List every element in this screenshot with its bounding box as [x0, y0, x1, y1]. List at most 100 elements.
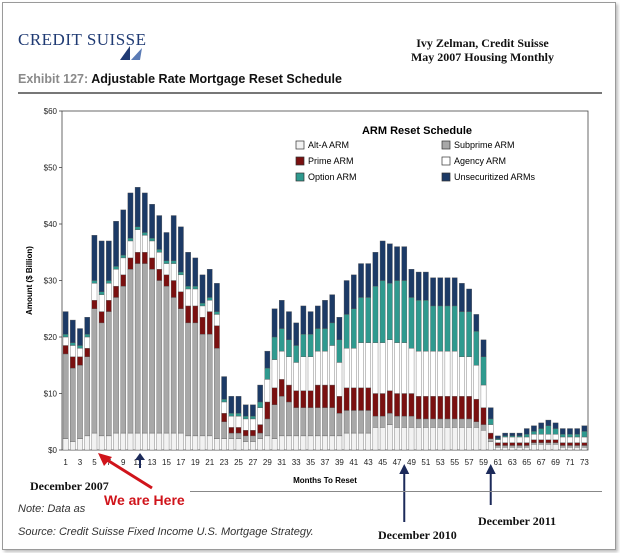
- bar-segment-agency: [228, 415, 235, 428]
- bar-segment-subprime: [480, 424, 487, 431]
- bar-segment-agency: [84, 336, 90, 349]
- bar-segment-prime: [156, 269, 163, 281]
- bar-segment-subprime: [91, 308, 98, 434]
- bar-segment-unsecuritized: [322, 300, 328, 329]
- bar-segment-alt_a: [516, 446, 523, 451]
- bar-segment-option: [379, 280, 386, 343]
- bar-segment-agency: [387, 339, 393, 391]
- bar-segment-agency: [379, 342, 386, 394]
- bar-segment-prime: [523, 442, 530, 446]
- bar-segment-agency: [315, 350, 321, 386]
- bar-segment-unsecuritized: [293, 322, 299, 346]
- bar-segment-subprime: [560, 445, 566, 448]
- bar-segment-subprime: [351, 410, 357, 434]
- bar-segment-subprime: [142, 263, 148, 434]
- attribution: Ivy Zelman, Credit Suisse May 2007 Housi…: [411, 36, 554, 64]
- bar-segment-alt_a: [127, 432, 134, 451]
- bar-segment-subprime: [120, 285, 127, 434]
- x-tick-label: 47: [393, 458, 402, 467]
- bar-segment-prime: [91, 300, 98, 309]
- bar-segment-prime: [185, 305, 191, 324]
- bar-segment-prime: [336, 396, 343, 414]
- bar-segment-prime: [106, 300, 112, 312]
- x-tick-label: 45: [378, 458, 387, 467]
- bar-segment-alt_a: [351, 432, 357, 451]
- bar-segment-agency: [221, 401, 227, 414]
- bar-segment-option: [372, 285, 379, 343]
- bar-segment-agency: [351, 348, 357, 389]
- bar-segment-prime: [300, 390, 307, 408]
- legend-label: Unsecuritized ARMs: [454, 172, 536, 182]
- bar-segment-subprime: [523, 445, 530, 448]
- x-tick-label: 43: [364, 458, 373, 467]
- bar-segment-subprime: [235, 432, 242, 439]
- bar-segment-agency: [250, 418, 256, 431]
- bar-segment-alt_a: [581, 446, 588, 451]
- bar-segment-prime: [315, 384, 321, 408]
- december-2010-arrowhead: [399, 464, 410, 474]
- bar-segment-option: [415, 300, 422, 352]
- bar-segment-option: [343, 314, 350, 349]
- legend-label: Agency ARM: [454, 156, 506, 166]
- bar-segment-option: [192, 285, 199, 290]
- bar-segment-prime: [98, 311, 105, 324]
- attribution-author: Ivy Zelman, Credit Suisse: [416, 36, 549, 50]
- bar-segment-subprime: [437, 418, 444, 428]
- bar-segment-unsecuritized: [560, 428, 566, 435]
- bar-segment-prime: [242, 430, 249, 437]
- exhibit-title: Adjustable Rate Mortgage Reset Schedule: [91, 72, 342, 86]
- bar-segment-prime: [134, 252, 141, 264]
- bar-segment-alt_a: [531, 444, 537, 451]
- bar-segment-subprime: [552, 442, 559, 445]
- bar-segment-prime: [278, 379, 285, 397]
- bar-segment-option: [574, 434, 580, 438]
- x-tick-label: 69: [551, 458, 560, 467]
- legend-swatch: [295, 156, 305, 166]
- bar-segment-option: [581, 431, 588, 438]
- month-11-arrowhead: [135, 453, 145, 460]
- bar-segment-subprime: [509, 445, 516, 448]
- bar-segment-prime: [560, 442, 566, 446]
- bar-segment-subprime: [423, 418, 429, 428]
- bar-segment-subprime: [538, 442, 544, 445]
- bar-segment-agency: [257, 407, 263, 425]
- bar-segment-subprime: [278, 396, 285, 437]
- bar-segment-agency: [127, 240, 134, 259]
- bar-segment-subprime: [459, 418, 465, 428]
- bar-segment-option: [271, 336, 278, 360]
- bar-segment-prime: [509, 442, 516, 446]
- bar-segment-prime: [221, 413, 227, 422]
- bar-segment-prime: [206, 311, 213, 335]
- bar-segment-unsecuritized: [459, 283, 465, 312]
- x-tick-label: 55: [450, 458, 459, 467]
- bar-segment-subprime: [329, 407, 335, 437]
- x-tick-label: 59: [479, 458, 488, 467]
- bar-segment-option: [552, 428, 559, 435]
- bar-segment-subprime: [466, 418, 472, 428]
- bar-segment-agency: [415, 350, 422, 397]
- bar-segment-unsecuritized: [394, 246, 400, 281]
- bar-segment-agency: [545, 434, 552, 441]
- x-tick-label: 1: [63, 458, 68, 467]
- bar-segment-agency: [214, 314, 220, 326]
- bar-segment-option: [293, 345, 299, 363]
- bar-segment-prime: [343, 387, 350, 411]
- bar-segment-unsecuritized: [408, 269, 415, 298]
- bar-segment-unsecuritized: [170, 215, 177, 261]
- bar-segment-prime: [552, 439, 559, 443]
- bar-segment-agency: [459, 356, 465, 397]
- bottom-divider: [190, 491, 602, 492]
- bar-segment-agency: [163, 263, 170, 276]
- bar-segment-prime: [480, 407, 487, 425]
- bar-segment-option: [358, 297, 364, 343]
- bar-segment-alt_a: [84, 435, 90, 451]
- bar-segment-subprime: [178, 308, 184, 434]
- bar-segment-option: [206, 297, 213, 301]
- bar-segment-prime: [379, 393, 386, 417]
- bar-segment-prime: [149, 257, 155, 270]
- bar-segment-alt_a: [120, 432, 127, 451]
- bar-segment-unsecuritized: [98, 240, 105, 292]
- legend-label: Subprime ARM: [454, 140, 515, 150]
- legend-swatch: [441, 156, 451, 166]
- bar-segment-subprime: [495, 445, 501, 448]
